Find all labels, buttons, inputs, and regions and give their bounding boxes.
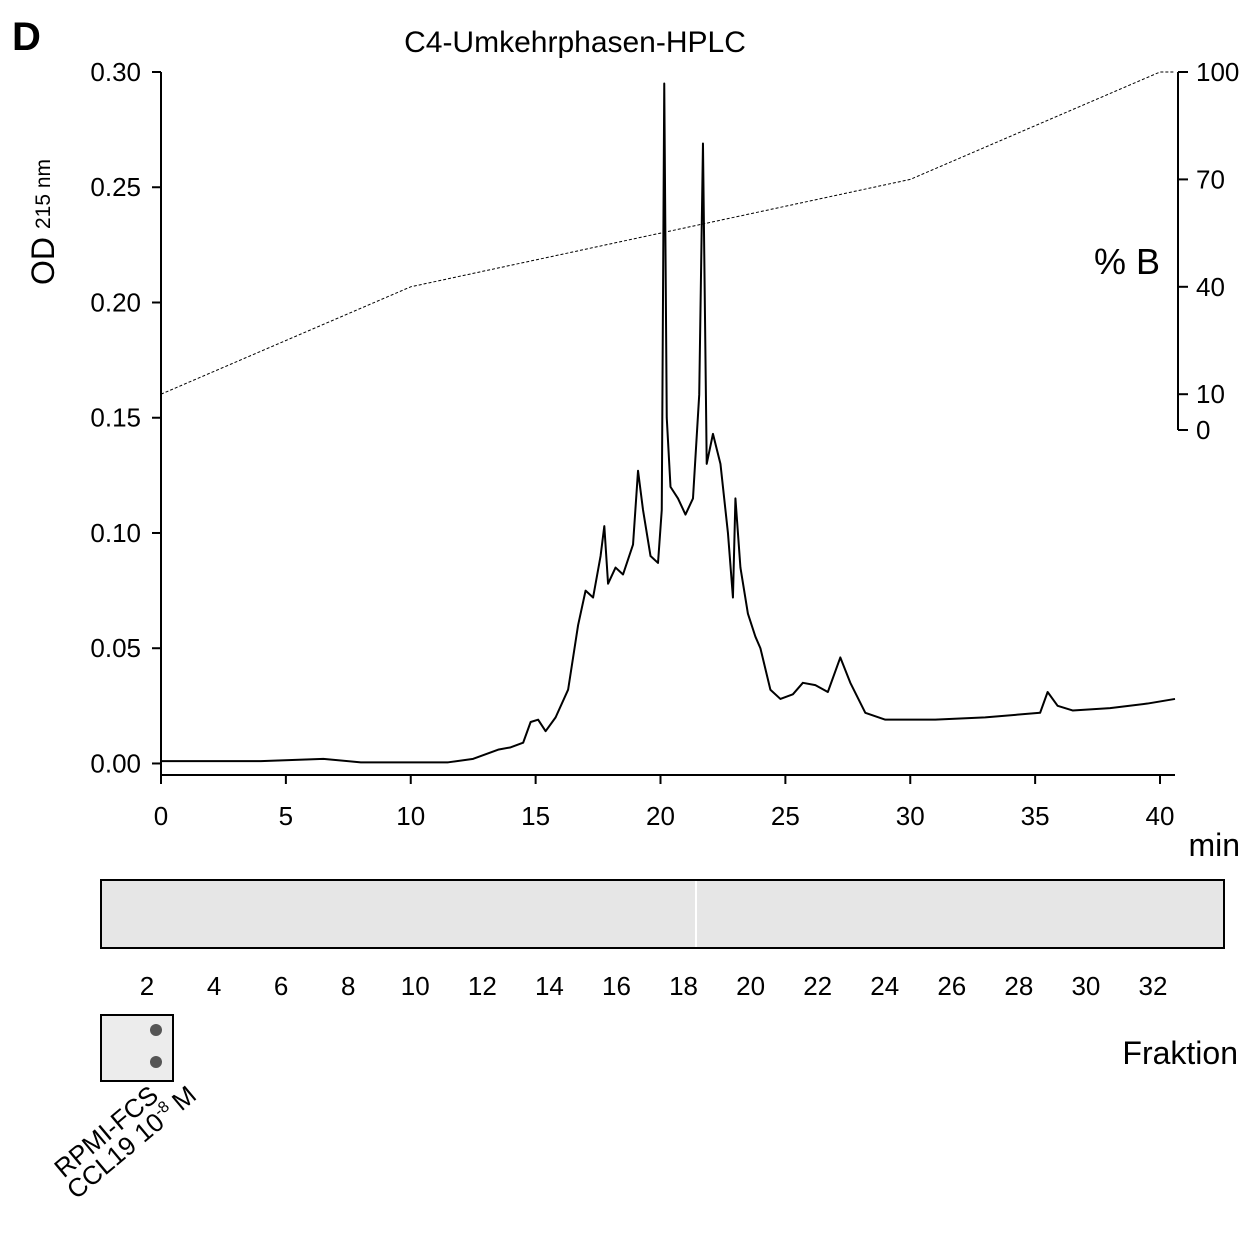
fraction-label: 14 (535, 971, 564, 1001)
fraction-label: 24 (870, 971, 899, 1001)
x-tick-label: 20 (646, 801, 675, 831)
x-axis-label: min (1188, 827, 1240, 863)
control-spot (150, 1056, 162, 1068)
fraction-axis-label: Fraktion (1122, 1035, 1238, 1071)
x-tick-label: 0 (154, 801, 168, 831)
y2-tick-label: 70 (1196, 164, 1225, 194)
fraction-label: 8 (341, 971, 355, 1001)
fraction-label: 16 (602, 971, 631, 1001)
y-label-sub: 215 nm (32, 159, 55, 229)
blot-strip (100, 879, 1225, 949)
y-tick-label: 0.25 (90, 172, 141, 202)
fraction-label: 18 (669, 971, 698, 1001)
y2-tick-label: 0 (1196, 415, 1210, 445)
y-axis-label: OD 215 nm (25, 159, 61, 285)
x-tick-label: 25 (771, 801, 800, 831)
y2-tick-label: 40 (1196, 272, 1225, 302)
fraction-label: 22 (803, 971, 832, 1001)
x-tick-label: 35 (1021, 801, 1050, 831)
gradient-line (160, 71, 1175, 395)
fraction-label: 32 (1139, 971, 1168, 1001)
x-tick-label: 30 (896, 801, 925, 831)
control-spot (150, 1024, 162, 1036)
y2-axis-label: % B (1094, 241, 1160, 282)
y-tick-label: 0.10 (90, 518, 141, 548)
x-tick-label: 10 (396, 801, 425, 831)
y-tick-label: 0.15 (90, 403, 141, 433)
fraction-label: 4 (207, 971, 221, 1001)
y-tick-label: 0.20 (90, 287, 141, 317)
y2-tick-label: 10 (1196, 379, 1225, 409)
fraction-label: 26 (937, 971, 966, 1001)
panel-letter: D (12, 15, 41, 59)
y-tick-label: 0.05 (90, 633, 141, 663)
y-label-main: OD (25, 237, 61, 285)
fraction-label: 28 (1004, 971, 1033, 1001)
x-tick-label: 5 (279, 801, 293, 831)
x-tick-label: 15 (521, 801, 550, 831)
chart-title: C4-Umkehrphasen-HPLC (404, 26, 746, 59)
fraction-label: 6 (274, 971, 288, 1001)
fraction-label: 12 (468, 971, 497, 1001)
control-blot (100, 1014, 174, 1082)
y-tick-label: 0.30 (90, 57, 141, 87)
fraction-label: 10 (401, 971, 430, 1001)
fraction-label: 30 (1071, 971, 1100, 1001)
y2-tick-label: 100 (1196, 57, 1239, 87)
x-tick-label: 40 (1146, 801, 1175, 831)
fraction-label: 2 (140, 971, 154, 1001)
fraction-label: 20 (736, 971, 765, 1001)
y-tick-label: 0.00 (90, 748, 141, 778)
chromatogram-line (161, 82, 1176, 764)
